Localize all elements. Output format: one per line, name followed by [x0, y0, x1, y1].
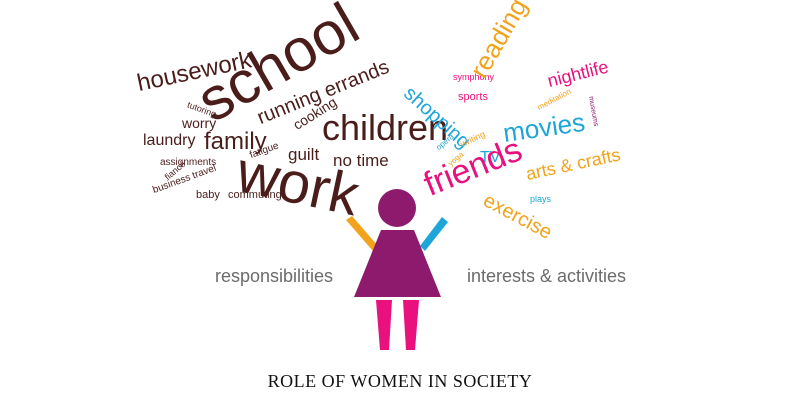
figure-left-leg [376, 300, 392, 350]
word-sports: sports [458, 91, 488, 103]
word-commuting: commuting [228, 189, 282, 201]
figure-right-arm [420, 217, 448, 251]
figure-left-arm [346, 216, 378, 251]
word-no-time: no time [333, 151, 389, 170]
word-laundry: laundry [143, 132, 196, 149]
word-baby: baby [196, 189, 220, 201]
label-responsibilities: responsibilities [215, 266, 334, 286]
figure-right-leg [403, 300, 419, 350]
word-symphony: symphony [453, 72, 495, 82]
figure-head [378, 189, 416, 227]
word-guilt: guilt [288, 145, 320, 164]
label-interests-activities: interests & activities [467, 266, 627, 286]
word-family: family [204, 128, 267, 155]
word-worry: worry [182, 115, 217, 131]
figure-dress [354, 230, 441, 297]
word-plays: plays [530, 194, 552, 204]
word-assignments: assignments [160, 157, 217, 168]
word-tv: TV [480, 149, 501, 166]
word-children: children [322, 107, 449, 148]
diagram-caption: ROLE OF WOMEN IN SOCIETY [267, 371, 533, 391]
